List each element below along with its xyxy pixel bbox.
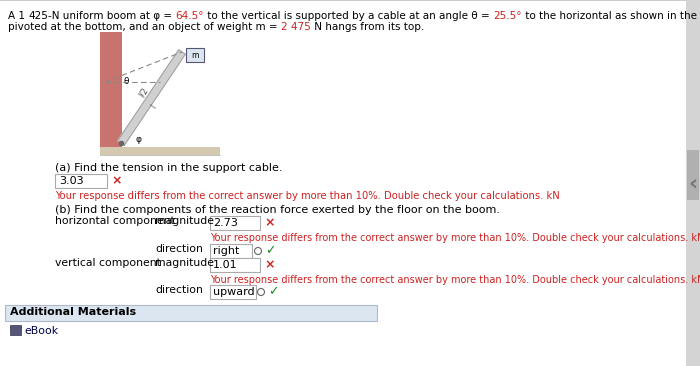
Text: ✓: ✓ [265,244,276,258]
Text: θ: θ [123,77,129,86]
Text: direction: direction [155,244,203,254]
Text: (b) Find the components of the reaction force exerted by the floor on the boom.: (b) Find the components of the reaction … [55,205,500,215]
Text: right: right [213,246,239,256]
Text: 2 475: 2 475 [281,22,311,32]
Text: upward: upward [213,287,255,297]
Text: m: m [191,51,199,60]
Polygon shape [118,50,186,145]
Bar [0,0,700,1]
Text: l/2: l/2 [137,86,150,98]
Text: (a) Find the tension in the support cable.: (a) Find the tension in the support cabl… [55,163,283,173]
Text: Your response differs from the correct answer by more than 10%. Double check you: Your response differs from the correct a… [210,233,700,243]
Text: Your response differs from the correct answer by more than 10%. Double check you: Your response differs from the correct a… [210,275,700,285]
Text: Your response differs from the correct answer by more than 10%. Double check you: Your response differs from the correct a… [55,191,560,201]
Bar [210,244,252,258]
Text: ×: × [264,258,274,272]
Bar [186,48,204,62]
Bar [10,325,21,335]
Text: l: l [149,104,158,111]
Bar [55,174,107,188]
Text: 25.5°: 25.5° [493,11,522,21]
Text: direction: direction [155,285,203,295]
Text: ×: × [264,217,274,229]
Bar [687,150,699,200]
Text: eBook: eBook [24,326,58,336]
Bar [100,147,220,155]
Text: ✓: ✓ [268,285,279,299]
Text: vertical component: vertical component [55,258,161,268]
Text: pivoted at the bottom, and an object of weight m =: pivoted at the bottom, and an object of … [8,22,281,32]
Bar [210,216,260,230]
Bar [100,32,122,155]
Text: 425: 425 [28,11,48,21]
Text: horizontal component: horizontal component [55,216,175,226]
Text: 1.01: 1.01 [213,260,237,270]
Text: magnitude: magnitude [155,258,214,268]
Bar [686,0,700,366]
Text: to the horizontal as shown in the figure below. The boom is: to the horizontal as shown in the figure… [522,11,700,21]
Text: 3.03: 3.03 [59,176,83,186]
Text: A 1: A 1 [8,11,28,21]
Text: 64.5°: 64.5° [176,11,204,21]
Text: magnitude: magnitude [155,216,214,226]
Bar [210,285,256,299]
Text: N hangs from its top.: N hangs from its top. [311,22,424,32]
Text: φ: φ [135,135,141,144]
Text: to the vertical is supported by a cable at an angle θ =: to the vertical is supported by a cable … [204,11,493,21]
Text: ‹: ‹ [688,173,698,193]
Text: -N uniform boom at φ =: -N uniform boom at φ = [48,11,176,21]
Text: Additional Materials: Additional Materials [10,307,136,317]
Text: ×: × [111,175,122,187]
Bar [5,305,377,321]
Bar [210,258,260,272]
Text: 2.73: 2.73 [213,218,238,228]
